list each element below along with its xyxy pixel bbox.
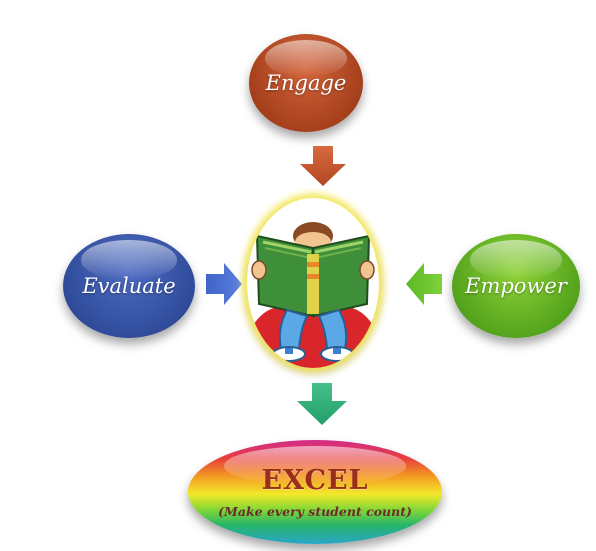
right-arrow-icon	[206, 263, 242, 305]
engage-label: Engage	[265, 71, 347, 95]
excel-node: EXCEL (Make every student count)	[188, 440, 442, 544]
center-image	[247, 198, 379, 368]
empower-label: Empower	[465, 274, 567, 298]
excel-title: EXCEL	[261, 465, 369, 496]
empower-node: Empower	[452, 234, 580, 338]
child-reading-book-icon	[251, 222, 375, 368]
down-arrow-icon	[297, 383, 347, 425]
engage-node: Engage	[249, 34, 363, 132]
down-arrow-icon	[300, 146, 346, 186]
evaluate-node: Evaluate	[63, 234, 195, 338]
excel-subtitle: (Make every student count)	[218, 504, 412, 519]
left-arrow-icon	[406, 263, 442, 305]
evaluate-label: Evaluate	[82, 274, 176, 298]
